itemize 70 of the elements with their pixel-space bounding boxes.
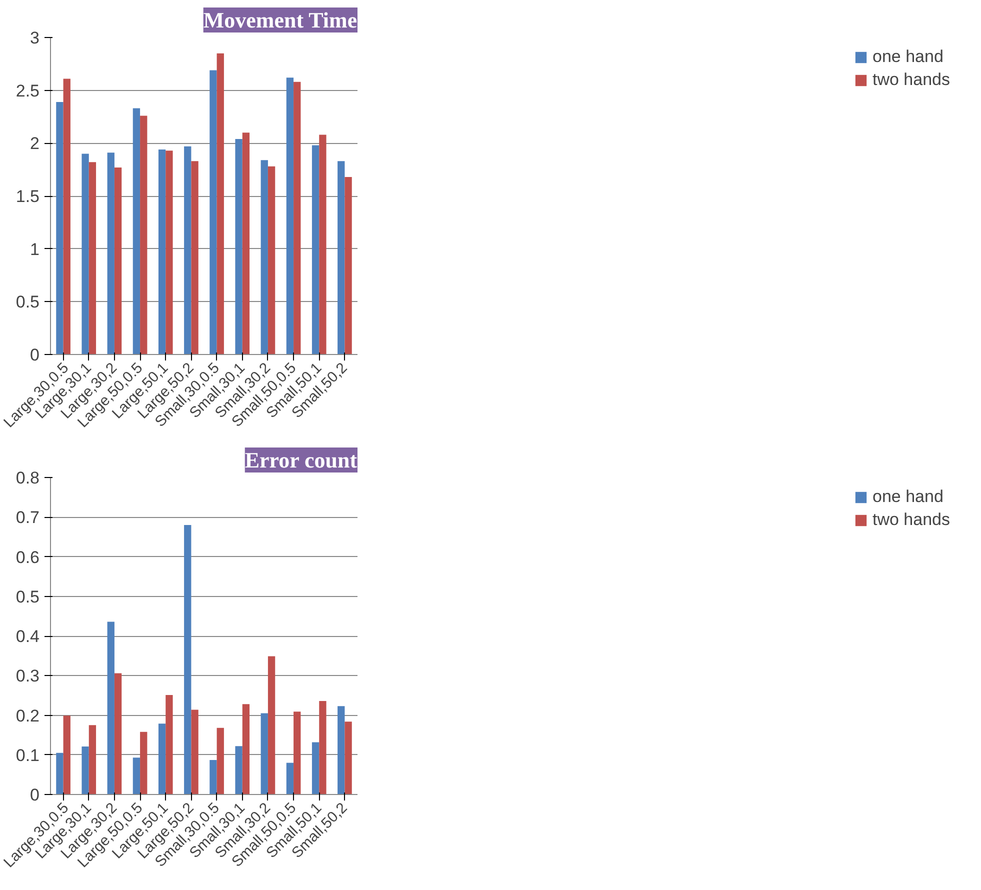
bar <box>166 695 173 794</box>
y-tick-label: 2.5 <box>16 81 40 100</box>
bar <box>191 161 198 354</box>
bar <box>63 78 70 354</box>
y-tick-label: 0.8 <box>16 468 40 488</box>
bar <box>114 167 122 354</box>
bar <box>63 716 70 794</box>
y-tick-label: 0.2 <box>16 706 40 726</box>
bar <box>82 154 89 354</box>
bar <box>210 70 217 354</box>
bar <box>191 710 198 794</box>
bar <box>56 102 64 354</box>
bar <box>260 713 268 794</box>
bar <box>242 704 250 794</box>
legend-label: one hand <box>872 487 944 507</box>
bar <box>312 742 320 794</box>
bar <box>235 746 242 794</box>
bar <box>132 758 140 794</box>
bar <box>140 116 148 354</box>
legend-label: two hands <box>872 510 950 530</box>
bar <box>294 82 301 354</box>
y-tick-label: 0.7 <box>16 508 40 528</box>
bar <box>82 746 89 794</box>
y-tick-label: 0.5 <box>16 292 40 312</box>
bar <box>344 176 352 354</box>
y-tick-label: 3 <box>30 28 40 48</box>
y-tick-label: 2 <box>30 134 40 154</box>
chart-title: Error count <box>244 448 358 472</box>
y-tick-label: 0 <box>30 346 40 364</box>
bar <box>56 752 64 794</box>
bar <box>338 161 345 354</box>
y-tick-label: 0 <box>30 786 40 804</box>
y-tick-label: 1.5 <box>16 187 40 206</box>
bar <box>286 78 294 354</box>
y-tick-label: 0.5 <box>16 587 40 606</box>
bar <box>216 53 224 354</box>
bar <box>294 712 301 794</box>
y-tick-label: 0.6 <box>16 548 40 567</box>
bar <box>158 724 166 794</box>
bar <box>242 132 250 354</box>
bar <box>184 525 192 794</box>
bar <box>210 760 217 794</box>
legend-label: one hand <box>872 47 944 67</box>
bar <box>286 762 294 794</box>
y-tick-label: 1 <box>30 240 40 259</box>
bar <box>319 700 326 794</box>
bar <box>107 152 114 354</box>
bar <box>88 162 96 354</box>
y-tick-label: 0.3 <box>16 666 40 686</box>
bar <box>344 722 352 794</box>
bar <box>88 725 96 794</box>
bar <box>260 160 268 354</box>
bar <box>338 706 345 794</box>
bar <box>158 150 166 354</box>
chart-title: Movement Time <box>203 8 358 32</box>
bar <box>132 108 140 354</box>
bar <box>107 622 114 794</box>
bar <box>140 732 148 794</box>
bar <box>312 145 320 354</box>
bar <box>268 166 276 354</box>
bar <box>184 146 192 354</box>
bar <box>235 138 242 354</box>
bar <box>268 656 276 794</box>
bar <box>319 134 326 354</box>
y-tick-label: 0.4 <box>16 627 40 646</box>
bar <box>114 673 122 794</box>
bar <box>166 150 173 354</box>
bar <box>216 728 224 794</box>
legend-label: two hands <box>872 70 950 90</box>
y-tick-label: 0.1 <box>16 746 40 765</box>
